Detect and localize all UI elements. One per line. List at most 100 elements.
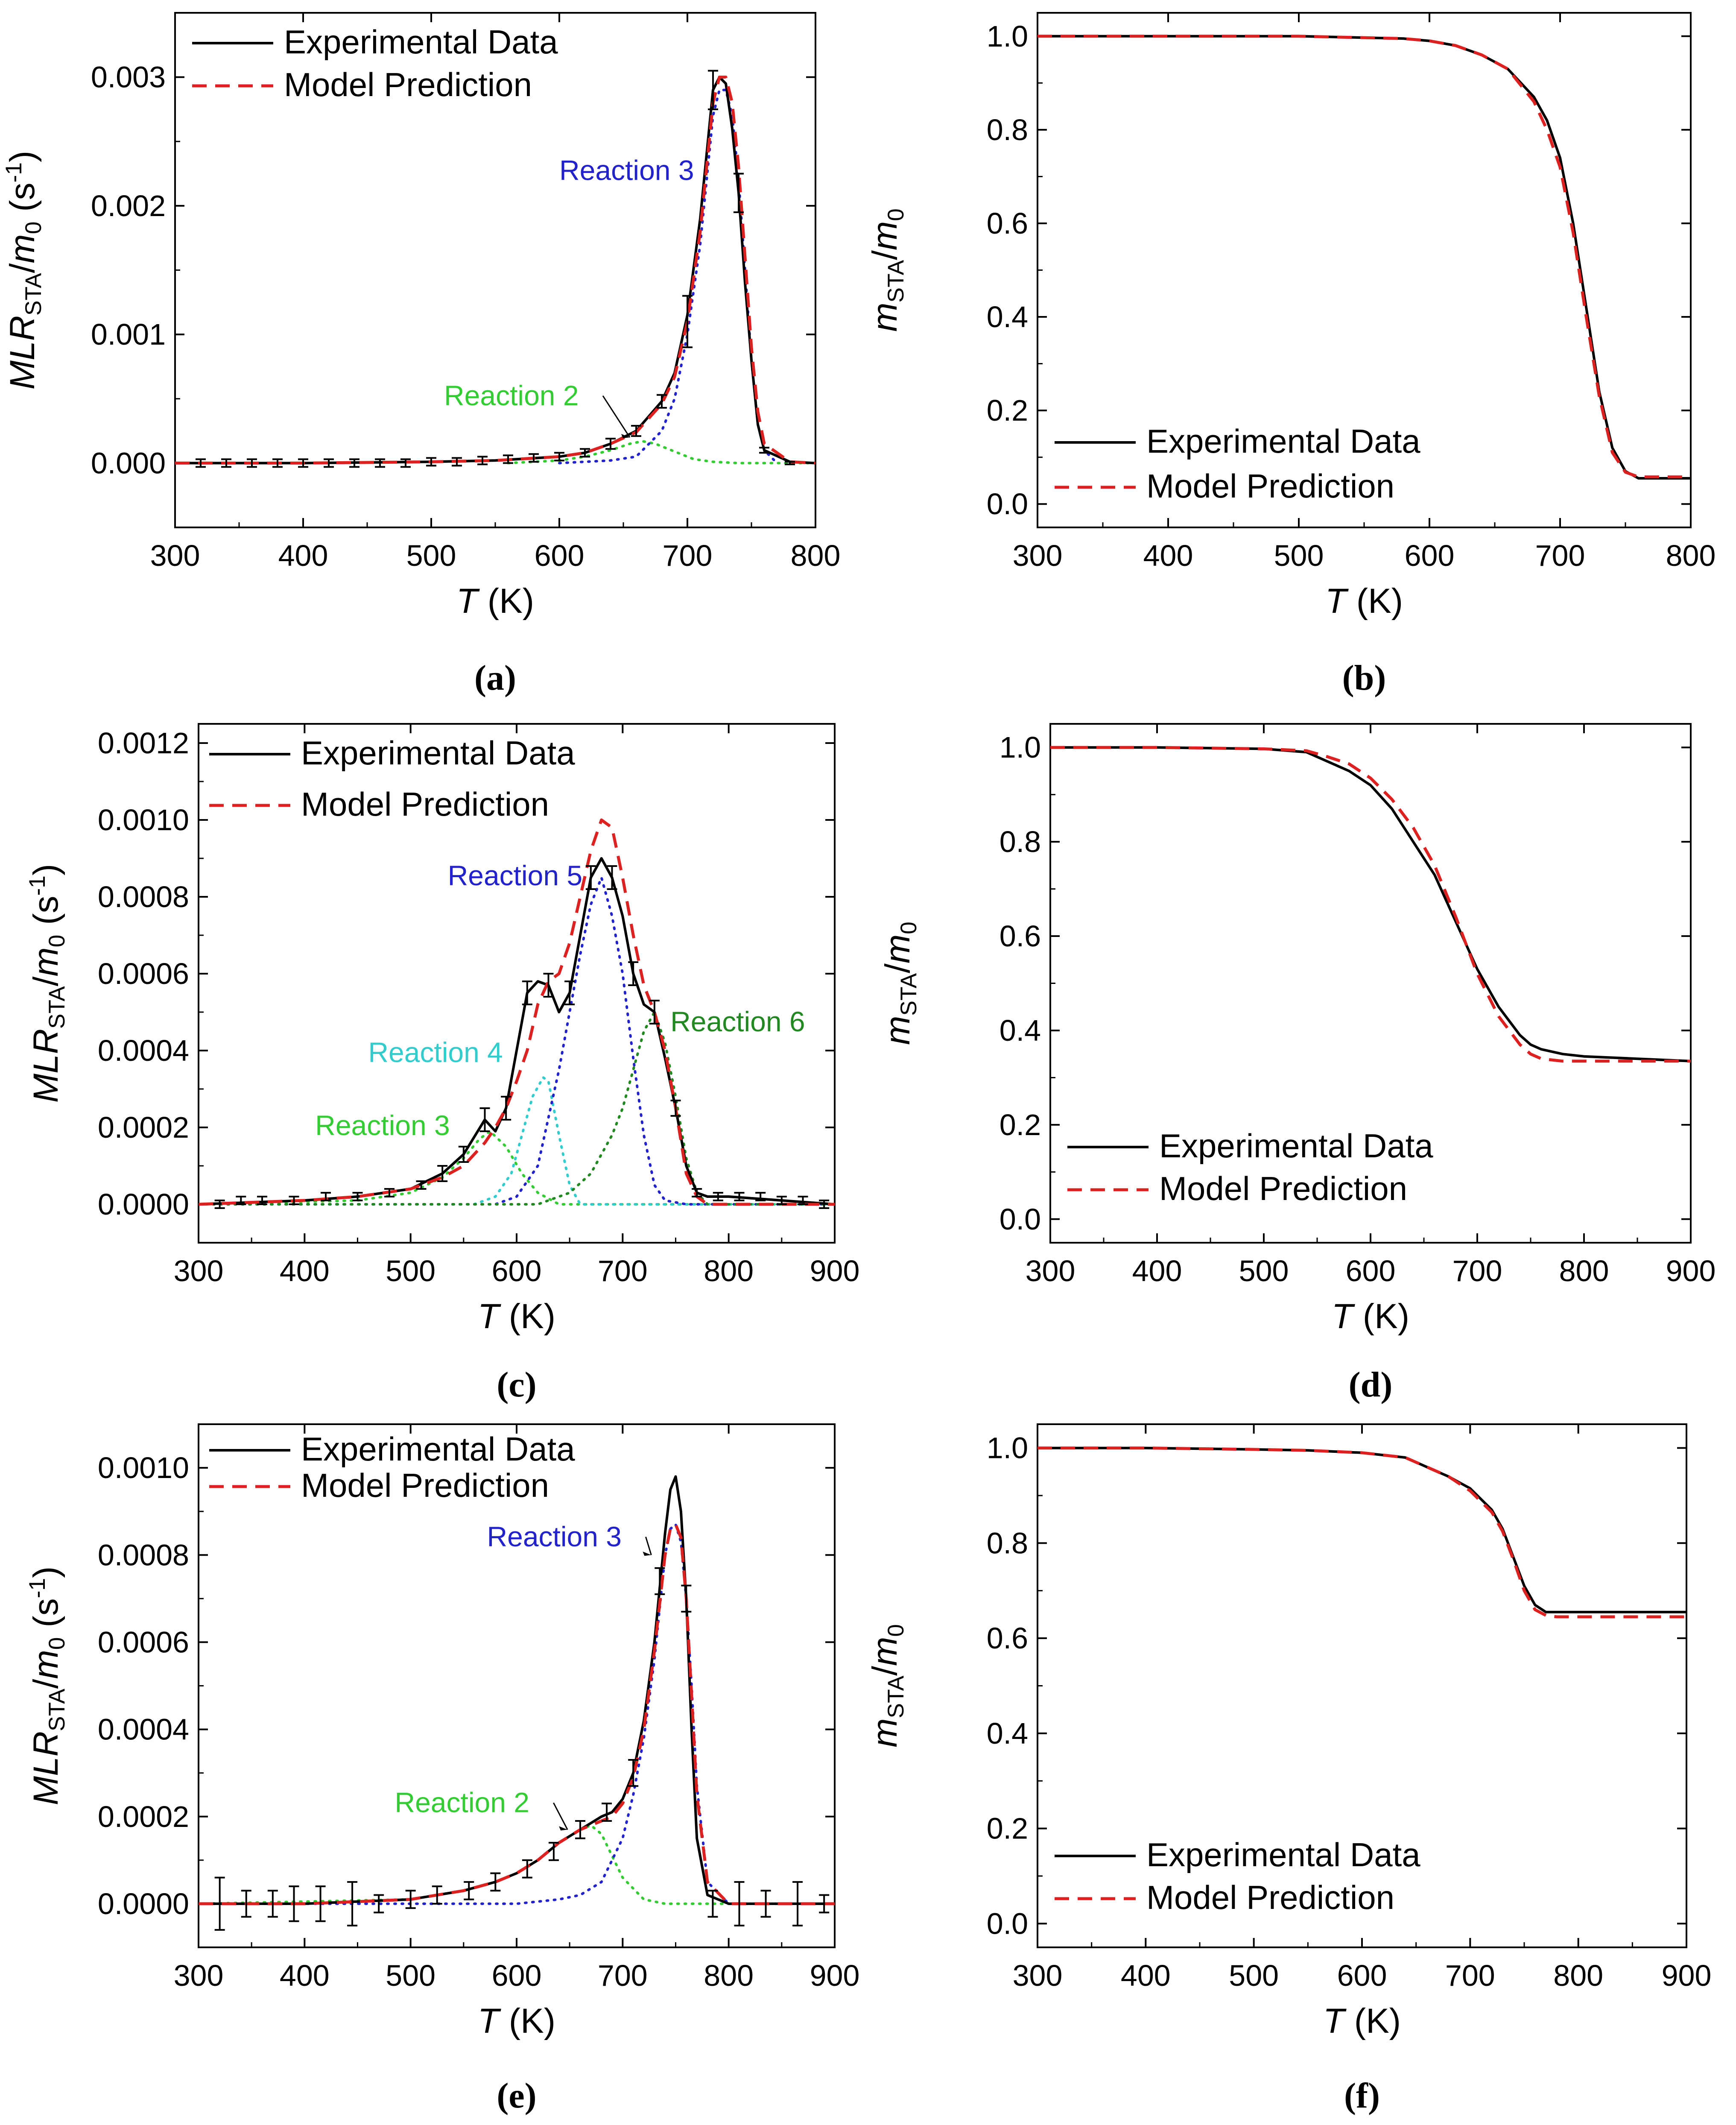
x-tick-label: 400 xyxy=(280,1959,330,1992)
y-tick-label: 0.0004 xyxy=(98,1034,189,1067)
plot-area xyxy=(1038,1446,1686,1619)
y-tick-label: 0.0 xyxy=(1000,1203,1041,1236)
series-reaction-4 xyxy=(199,1076,835,1206)
y-tick-label: 0.2 xyxy=(987,1812,1028,1845)
x-tick-label: 700 xyxy=(1453,1254,1502,1288)
y-tick-label: 0.0010 xyxy=(98,1451,189,1484)
x-tick-label: 800 xyxy=(1553,1959,1603,1992)
y-axis-label: mSTA/m0 xyxy=(865,208,909,332)
annotation-label: Reaction 2 xyxy=(444,380,579,411)
series-reaction-6 xyxy=(199,1011,835,1206)
chart-panel-d: 300 400 500 600 700 800 900 0.0 0.2 0.4 0.6 0.8 1.0 T… xyxy=(878,723,1716,1405)
legend-label: Experimental Data xyxy=(301,1430,575,1468)
x-tick-label: 700 xyxy=(1535,539,1585,572)
plot-area xyxy=(199,818,835,1209)
legend-label: Model Prediction xyxy=(301,785,549,823)
annotation-label: Reaction 6 xyxy=(670,1006,805,1037)
y-tick-label: 0.000 xyxy=(91,446,166,480)
chart-panel-f: 300 400 500 600 700 800 900 0.0 0.2 0.4 0.6 0.8 1.0 T… xyxy=(865,1423,1712,2116)
legend-label: Model Prediction xyxy=(1159,1170,1407,1207)
x-tick-label: 800 xyxy=(1559,1254,1609,1288)
legend-label: Experimental Data xyxy=(1159,1127,1433,1165)
legend-label: Experimental Data xyxy=(1146,422,1420,460)
y-tick-label: 0.2 xyxy=(987,394,1028,427)
x-axis-label: T (K) xyxy=(478,2002,555,2040)
plot-frame xyxy=(1049,723,1692,1244)
chart-panel-c: 300 400 500 600 700 800 900 0.0000 0.0002 0.0004 0… xyxy=(25,723,860,1405)
panel-caption: (a) xyxy=(474,658,516,698)
series-model-prediction xyxy=(199,818,835,1206)
panel-caption: (c) xyxy=(497,1365,536,1405)
panel-caption: (e) xyxy=(497,2076,536,2116)
panel-caption: (b) xyxy=(1342,658,1386,698)
x-tick-label: 900 xyxy=(1662,1959,1712,1992)
x-tick-label: 900 xyxy=(1666,1254,1716,1288)
x-axis-label: T (K) xyxy=(1323,2002,1401,2040)
annotation-arrow xyxy=(645,1537,652,1555)
y-tick-label: 0.0 xyxy=(987,1907,1028,1940)
y-tick-label: 0.0008 xyxy=(98,880,189,913)
annotation-label: Reaction 4 xyxy=(368,1036,503,1068)
x-tick-label: 600 xyxy=(1346,1254,1396,1288)
annotation-arrow xyxy=(602,395,631,438)
x-tick-label: 300 xyxy=(174,1959,224,1992)
x-tick-label: 500 xyxy=(386,1254,435,1288)
y-axis-label: MLRSTA/m0 (s-1) xyxy=(1,151,46,389)
y-tick-label: 0.0006 xyxy=(98,1625,189,1659)
x-tick-label: 300 xyxy=(1013,539,1063,572)
plot-area xyxy=(199,1475,835,1931)
legend-label: Model Prediction xyxy=(1146,1879,1394,1916)
y-tick-label: 0.0002 xyxy=(98,1111,189,1144)
y-tick-label: 0.6 xyxy=(987,1622,1028,1655)
x-tick-label: 400 xyxy=(280,1254,330,1288)
annotation-label: Reaction 3 xyxy=(559,155,694,186)
series-reaction-3 xyxy=(199,1130,835,1206)
legend-label: Model Prediction xyxy=(301,1466,549,1504)
annotation-label: Reaction 2 xyxy=(395,1787,529,1818)
y-tick-label: 0.0002 xyxy=(98,1800,189,1833)
x-tick-label: 400 xyxy=(1121,1959,1171,1992)
x-tick-label: 300 xyxy=(1013,1959,1063,1992)
y-tick-label: 0.4 xyxy=(987,1717,1028,1750)
y-tick-label: 0.0008 xyxy=(98,1538,189,1572)
y-tick-label: 0.8 xyxy=(1000,825,1041,858)
annotation-label: Reaction 3 xyxy=(315,1109,450,1141)
y-tick-label: 0.6 xyxy=(987,207,1028,240)
x-tick-label: 600 xyxy=(492,1959,542,1992)
x-tick-label: 700 xyxy=(663,539,713,572)
series-experimental-data xyxy=(1038,35,1691,480)
plot-area xyxy=(1050,746,1691,1063)
annotation-arrowhead xyxy=(643,1551,652,1556)
x-tick-label: 900 xyxy=(810,1254,860,1288)
x-tick-label: 500 xyxy=(406,539,456,572)
x-tick-label: 400 xyxy=(278,539,328,572)
legend-label: Experimental Data xyxy=(284,23,558,61)
x-axis-label: T (K) xyxy=(478,1297,555,1336)
chart-panel-b: 300 400 500 600 700 800 0.0 0.2 0.4 0.6 0.8 1.0 T (K… xyxy=(865,12,1716,698)
x-tick-label: 500 xyxy=(1229,1959,1279,1992)
series-model-prediction xyxy=(1038,35,1691,479)
x-tick-label: 400 xyxy=(1132,1254,1182,1288)
y-tick-label: 0.0000 xyxy=(98,1887,189,1920)
y-tick-label: 1.0 xyxy=(1000,731,1041,764)
x-axis-label: T (K) xyxy=(1332,1297,1409,1336)
panel-caption: (f) xyxy=(1344,2076,1380,2116)
legend-label: Experimental Data xyxy=(1146,1836,1420,1873)
x-tick-label: 900 xyxy=(810,1959,860,1992)
panel-caption: (d) xyxy=(1349,1365,1393,1405)
y-axis-label: MLRSTA/m0 (s-1) xyxy=(25,1566,70,1805)
y-tick-label: 0.0012 xyxy=(98,726,189,760)
y-tick-label: 0.0 xyxy=(987,487,1028,521)
chart-panel-a: 300 400 500 600 700 800 0.000 0.001 0.002 0.003 T … xyxy=(1,12,840,698)
y-tick-label: 0.002 xyxy=(91,189,166,222)
x-tick-label: 600 xyxy=(1337,1959,1387,1992)
y-tick-label: 0.2 xyxy=(1000,1108,1041,1142)
y-tick-label: 1.0 xyxy=(987,20,1028,53)
x-axis-label: T (K) xyxy=(456,582,534,621)
x-tick-label: 500 xyxy=(1239,1254,1289,1288)
y-tick-label: 0.0010 xyxy=(98,803,189,837)
x-tick-label: 600 xyxy=(1405,539,1455,572)
x-tick-label: 300 xyxy=(174,1254,224,1288)
y-tick-label: 0.8 xyxy=(987,1526,1028,1560)
